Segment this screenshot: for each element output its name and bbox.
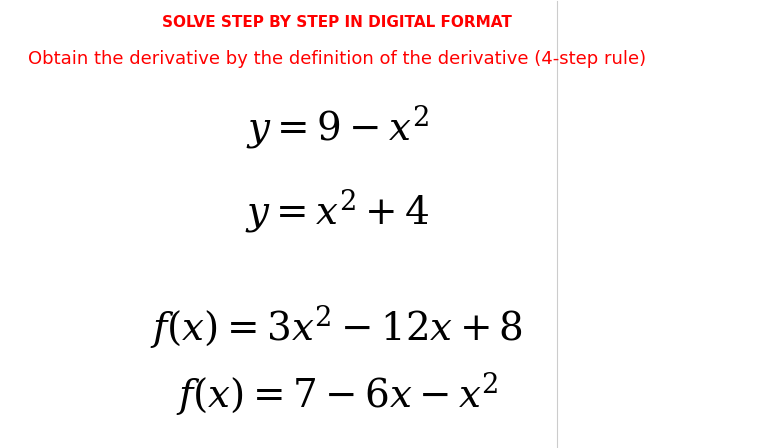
Text: $y = x^2 + 4$: $y = x^2 + 4$ [245,187,429,234]
Text: SOLVE STEP BY STEP IN DIGITAL FORMAT: SOLVE STEP BY STEP IN DIGITAL FORMAT [162,15,512,30]
Text: $y = 9 - x^2$: $y = 9 - x^2$ [246,103,428,150]
Text: Obtain the derivative by the definition of the derivative (4-step rule): Obtain the derivative by the definition … [28,50,646,69]
Text: $f(x) = 3x^2 - 12x + 8$: $f(x) = 3x^2 - 12x + 8$ [151,303,523,350]
Text: $f(x) = 7 - 6x - x^2$: $f(x) = 7 - 6x - x^2$ [176,370,498,417]
